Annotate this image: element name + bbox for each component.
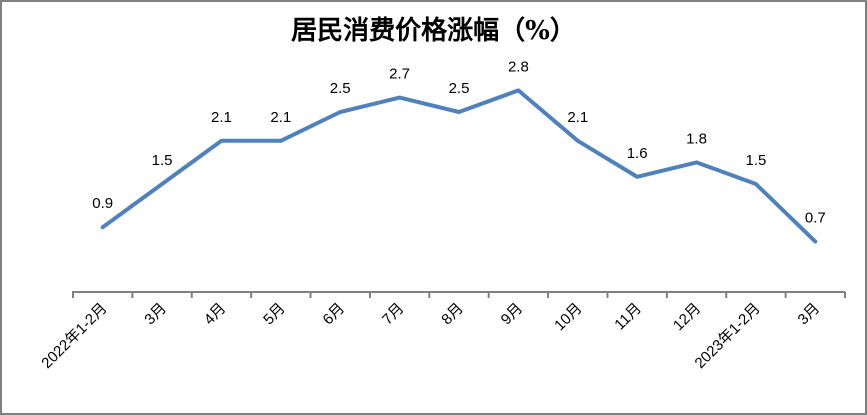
data-point-label: 1.8: [686, 130, 707, 147]
data-point-label: 2.1: [270, 109, 291, 126]
data-point-label: 2.7: [389, 66, 410, 83]
data-point-label: 2.8: [508, 58, 529, 75]
data-point-label: 1.5: [745, 152, 766, 169]
x-axis-category-label: 9月: [498, 300, 527, 329]
data-point-label: 1.6: [627, 145, 648, 162]
x-axis-category-label: 3月: [795, 300, 824, 329]
data-point-label: 0.7: [805, 210, 826, 227]
x-axis-category-label: 5月: [260, 300, 289, 329]
x-axis-category-label: 3月: [141, 300, 170, 329]
data-point-label: 0.9: [92, 195, 113, 212]
data-point-label: 1.5: [152, 152, 173, 169]
data-point-label: 2.5: [449, 80, 470, 97]
x-axis-category-label: 7月: [379, 300, 408, 329]
x-axis-category-label: 11月: [611, 300, 645, 334]
series-line-cpi: [100, 88, 818, 244]
x-axis-category-label: 12月: [670, 300, 704, 334]
data-point-label: 2.1: [211, 109, 232, 126]
data-point-label: 2.5: [330, 80, 351, 97]
chart-title: 居民消费价格涨幅（%）: [291, 16, 576, 46]
x-axis-category-label: 8月: [438, 300, 467, 329]
x-axis-category-label: 6月: [320, 300, 349, 329]
x-axis-category-label: 4月: [201, 300, 230, 329]
x-axis-category-label: 10月: [551, 300, 585, 334]
data-point-label: 2.1: [567, 109, 588, 126]
x-axis-category-label: 2022年1-2月: [38, 300, 110, 372]
